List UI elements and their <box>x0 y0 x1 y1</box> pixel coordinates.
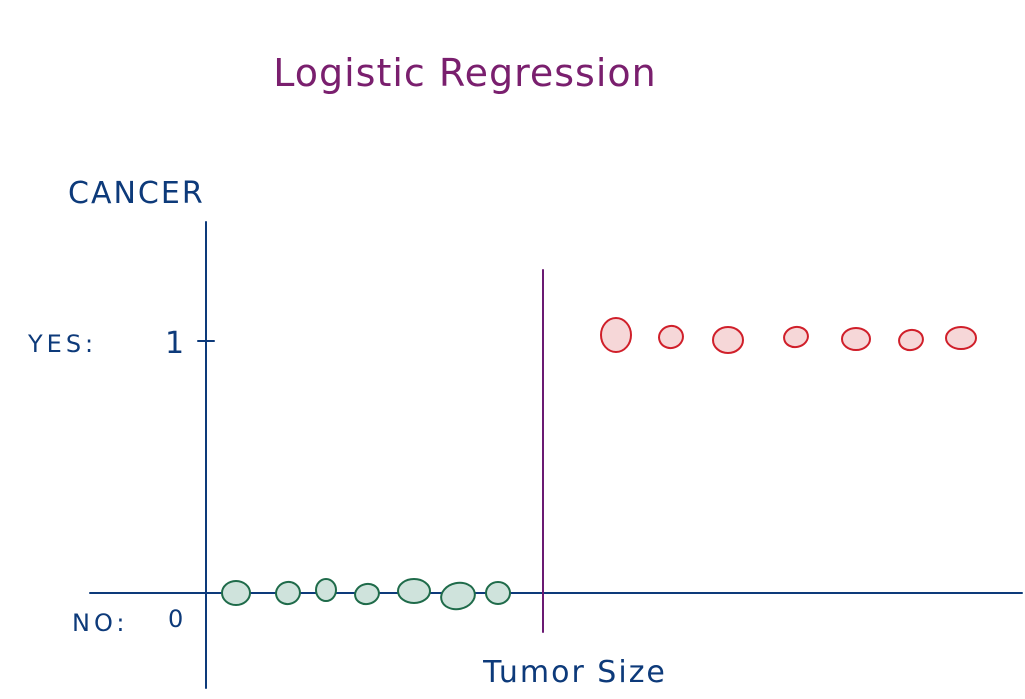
no-cancer-point-1 <box>221 580 251 606</box>
y-tick-label-no: NO: <box>72 609 129 637</box>
cancer-point-1 <box>600 317 632 353</box>
no-cancer-point-6 <box>440 581 476 611</box>
cancer-point-4 <box>783 325 809 349</box>
cancer-point-7 <box>945 326 977 350</box>
cancer-point-6 <box>898 328 924 352</box>
cancer-point-5 <box>841 327 871 351</box>
y-axis-label: CANCER <box>68 176 205 211</box>
no-cancer-point-5 <box>397 578 431 604</box>
cancer-point-2 <box>658 324 684 350</box>
no-cancer-point-7 <box>485 581 511 605</box>
diagram-title: Logistic Regression <box>273 51 657 95</box>
y-tick-value-1: 1 <box>165 326 186 361</box>
y-tick-value-0: 0 <box>168 605 187 633</box>
no-cancer-points <box>221 578 511 611</box>
y-tick-label-yes: YES: <box>27 330 97 358</box>
cancer-point-3 <box>712 326 744 354</box>
no-cancer-point-2 <box>275 580 301 606</box>
x-axis-label: Tumor Size <box>482 655 667 690</box>
no-cancer-point-3 <box>315 578 337 602</box>
no-cancer-point-4 <box>354 582 380 606</box>
cancer-points <box>600 317 977 354</box>
